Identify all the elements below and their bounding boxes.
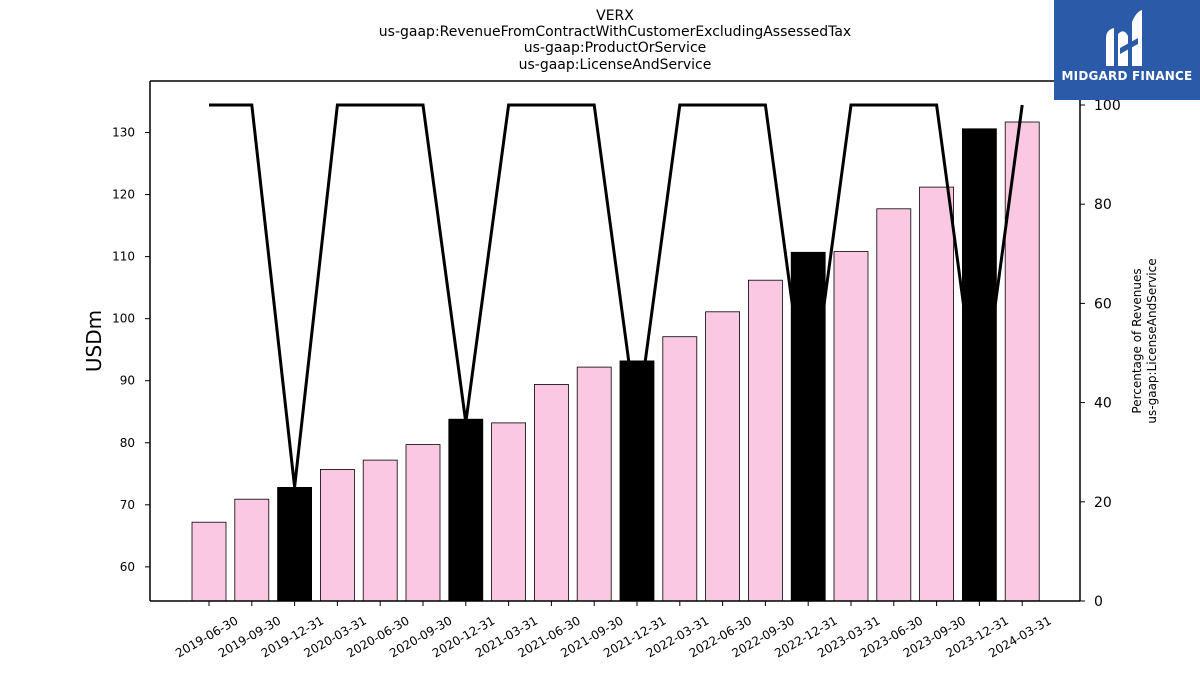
bar: [662, 336, 698, 602]
bar: [576, 366, 612, 602]
bar: [705, 311, 740, 602]
bar: [362, 459, 398, 602]
y-tick-label-left: 90: [120, 374, 135, 388]
y-axis-label-right-line: Percentage of Revenues: [1130, 268, 1144, 413]
y-axis-label-left: USDm: [82, 310, 106, 372]
y-tick-label-right: 20: [1094, 495, 1112, 511]
y-tick-label-left: 70: [120, 498, 135, 512]
bar: [962, 128, 997, 602]
chart-title-line: VERX: [596, 8, 634, 24]
y-tick-label-left: 120: [112, 188, 135, 202]
bar: [491, 422, 527, 602]
percentage-line: [209, 103, 1024, 488]
midgard-logo-icon: [1106, 10, 1142, 66]
percentage-line-series: [209, 103, 1024, 488]
bar: [876, 208, 912, 602]
y-tick-label-right: 100: [1094, 98, 1121, 114]
bar: [748, 279, 783, 602]
bar: [277, 486, 313, 602]
bar: [234, 498, 270, 602]
logo-text: MIDGARD FINANCE: [1061, 69, 1193, 83]
chart-title: VERX us-gaap:RevenueFromContractWithCust…: [379, 8, 851, 73]
y-tick-label-right: 60: [1094, 296, 1112, 312]
bar: [619, 360, 655, 602]
y-tick-label-left: 80: [120, 436, 135, 450]
y-tick-label-right: 40: [1094, 396, 1112, 412]
bar: [319, 468, 355, 602]
bar: [790, 251, 826, 602]
y-tick-label-left: 100: [112, 312, 135, 326]
y-tick-label-right: 0: [1094, 594, 1103, 610]
bar: [405, 444, 441, 602]
bar-series: [191, 121, 1040, 602]
bar: [448, 418, 484, 602]
bar: [534, 383, 569, 602]
bar: [1004, 121, 1040, 602]
chart-title-line: us-gaap:RevenueFromContractWithCustomerE…: [379, 24, 851, 40]
chart-title-line: us-gaap:ProductOrService: [524, 40, 707, 56]
y-tick-label-left: 60: [120, 560, 135, 574]
y-tick-label-right: 80: [1094, 197, 1112, 213]
y-axis-label-right-line: us-gaap:LicenseAndService: [1145, 258, 1159, 423]
bar: [833, 251, 869, 602]
bar: [191, 521, 227, 602]
y-tick-label-left: 110: [112, 250, 135, 264]
chart-title-line: us-gaap:LicenseAndService: [519, 57, 712, 73]
y-tick-label-left: 130: [112, 126, 135, 140]
midgard-finance-logo: MIDGARD FINANCE: [1054, 0, 1200, 100]
bar: [919, 186, 954, 602]
